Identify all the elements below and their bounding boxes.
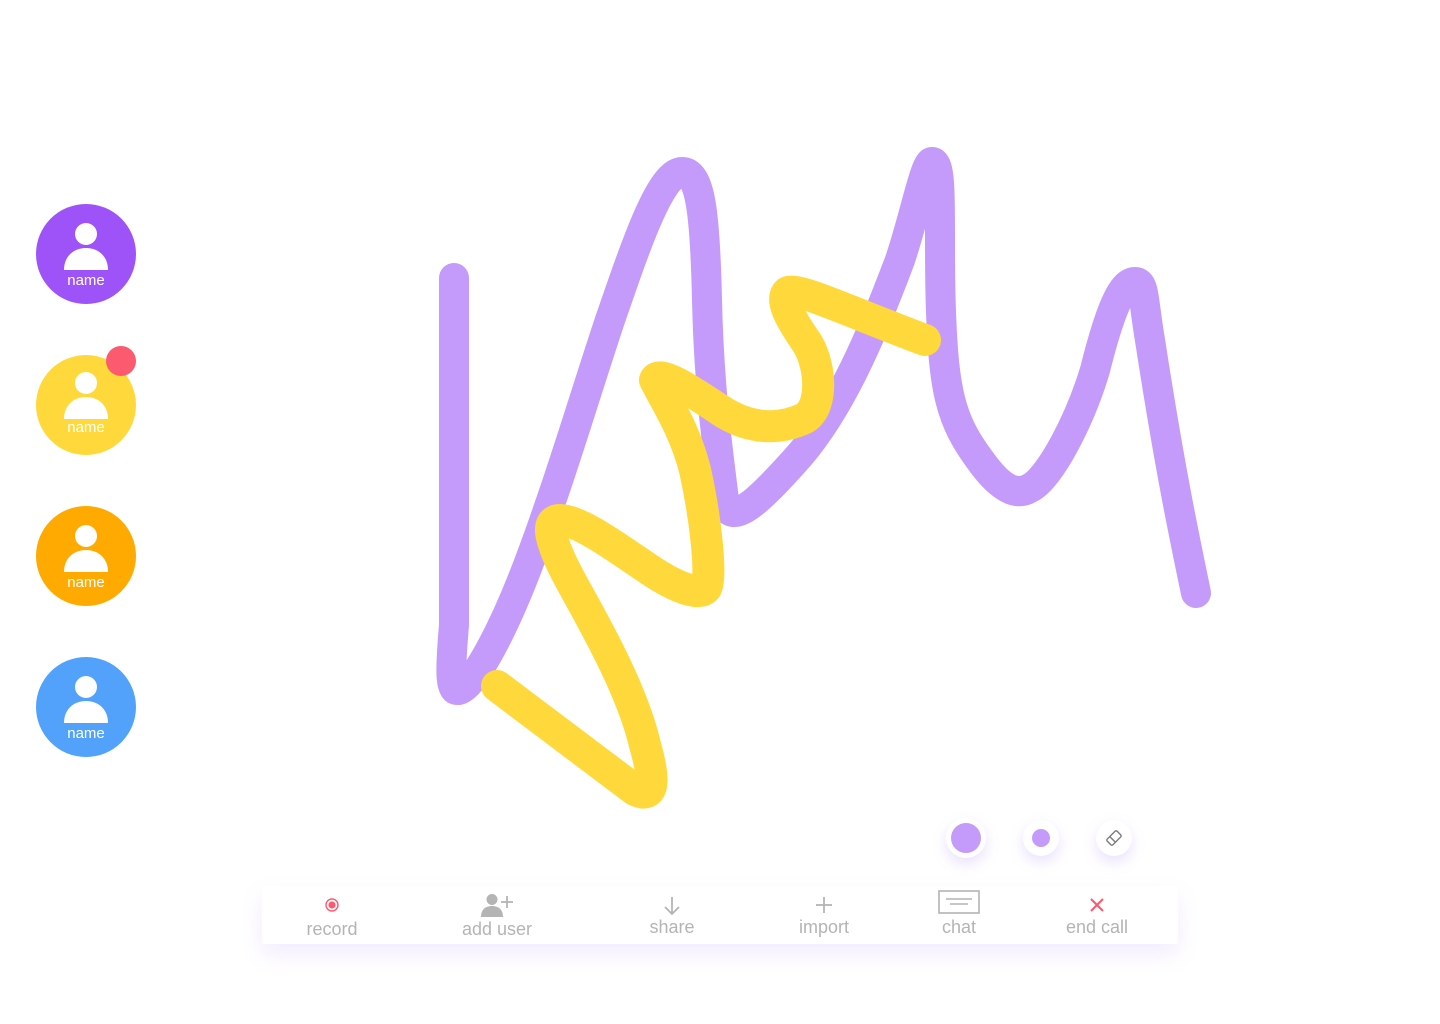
person-icon <box>64 372 108 419</box>
share-button[interactable]: share <box>632 886 712 944</box>
yellow-stroke <box>481 275 941 809</box>
participant-avatar-2[interactable]: name <box>36 346 136 455</box>
plus-icon <box>816 897 832 913</box>
brush-large-icon <box>951 823 981 853</box>
small-brush-button[interactable] <box>1023 820 1059 856</box>
chat-icon <box>938 890 980 914</box>
participant-name: name <box>67 272 105 289</box>
purple-stroke <box>436 147 1211 705</box>
record-icon <box>325 898 339 912</box>
add-user-button[interactable]: add user <box>452 886 542 944</box>
participant-name: name <box>67 419 105 436</box>
participant-avatar-1[interactable]: name <box>36 204 136 304</box>
notification-badge <box>106 346 136 376</box>
person-icon <box>64 676 108 723</box>
large-brush-button[interactable] <box>946 818 986 858</box>
end-call-button[interactable]: end call <box>1057 886 1137 944</box>
share-label: share <box>649 917 695 937</box>
import-label: import <box>798 917 849 937</box>
record-label: record <box>306 919 358 939</box>
end-call-label: end call <box>1065 917 1129 937</box>
brush-small-icon <box>1032 829 1050 847</box>
person-icon <box>64 525 108 572</box>
participant-name: name <box>67 574 105 591</box>
add-user-label: add user <box>461 919 533 939</box>
eraser-icon <box>1106 830 1122 846</box>
record-button[interactable]: record <box>292 886 372 944</box>
person-icon <box>64 223 108 270</box>
arrow-down-icon <box>664 897 680 916</box>
participant-avatar-4[interactable]: name <box>36 657 136 757</box>
eraser-button[interactable] <box>1096 820 1132 856</box>
chat-label: chat <box>941 917 977 937</box>
chat-button[interactable]: chat <box>924 886 994 944</box>
participant-avatar-3[interactable]: name <box>36 506 136 606</box>
import-button[interactable]: import <box>784 886 864 944</box>
close-icon <box>1090 898 1104 912</box>
add-user-icon <box>481 894 513 917</box>
participant-name: name <box>67 725 105 742</box>
call-toolbar: record add user share import chat <box>262 886 1178 944</box>
